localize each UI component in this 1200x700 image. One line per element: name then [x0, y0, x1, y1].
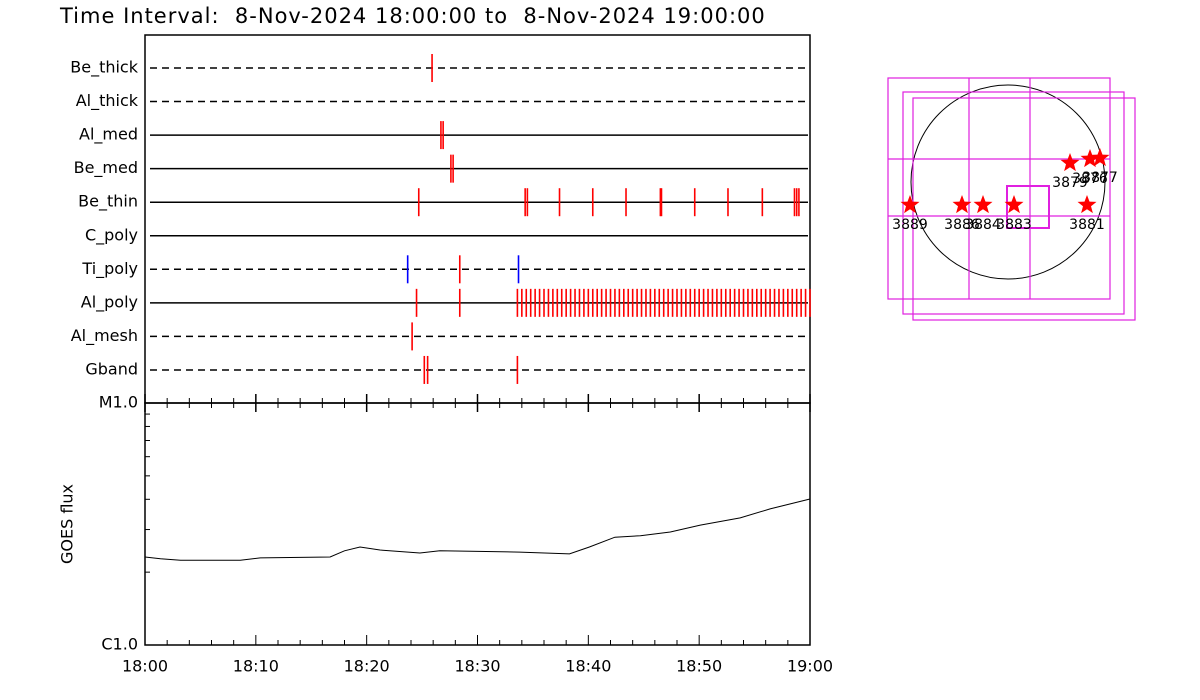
region-label: 3883 [996, 217, 1032, 233]
row-label: Al_mesh [71, 326, 138, 346]
region-label: 3877 [1082, 170, 1118, 186]
x-tick-label: 19:00 [787, 657, 833, 676]
row-label: C_poly [85, 225, 138, 245]
row-label: Be_thick [70, 58, 138, 78]
y-tick-label: M1.0 [99, 393, 138, 412]
x-tick-label: 18:50 [676, 657, 722, 676]
row-label: Be_med [74, 158, 138, 178]
y-axis-label: GOES flux [58, 484, 77, 564]
solar-disk [910, 84, 1106, 280]
x-tick-label: 18:30 [454, 657, 500, 676]
region-star [952, 195, 972, 214]
row-label: Al_thick [76, 91, 139, 111]
region-label: 3884 [965, 217, 1001, 233]
row-label: Al_poly [81, 292, 138, 312]
goes-frame [144, 402, 811, 646]
region-label: 3886 [944, 217, 980, 233]
region-star [1090, 148, 1110, 167]
region-label: 3881 [1069, 217, 1105, 233]
region-label: 3889 [892, 217, 928, 233]
x-tick-label: 18:10 [233, 657, 279, 676]
row-label: Be_thin [78, 192, 138, 212]
row-label: Al_med [79, 125, 138, 145]
goes-curve [144, 498, 811, 561]
y-tick-label: C1.0 [101, 635, 138, 654]
region-label: 3879 [1052, 175, 1088, 191]
fov-box [912, 97, 1136, 321]
x-tick-label: 18:20 [344, 657, 390, 676]
region-star [1004, 195, 1024, 214]
region-star [1080, 149, 1100, 168]
x-tick-label: 18:00 [122, 657, 168, 676]
timeline-frame [144, 34, 811, 404]
map-layout [887, 77, 1136, 321]
region-star [973, 195, 993, 214]
row-label: Gband [85, 359, 138, 378]
region-star [900, 195, 920, 214]
region-star [1060, 153, 1080, 172]
row-label: Ti_poly [81, 259, 138, 279]
region-label: 3876 [1072, 171, 1108, 187]
fov-box [1006, 185, 1050, 229]
x-tick-label: 18:40 [565, 657, 611, 676]
title: Time Interval: 8-Nov-2024 18:00:00 to 8-… [59, 4, 766, 28]
fov-box [887, 77, 1111, 300]
region-star [1077, 195, 1097, 214]
